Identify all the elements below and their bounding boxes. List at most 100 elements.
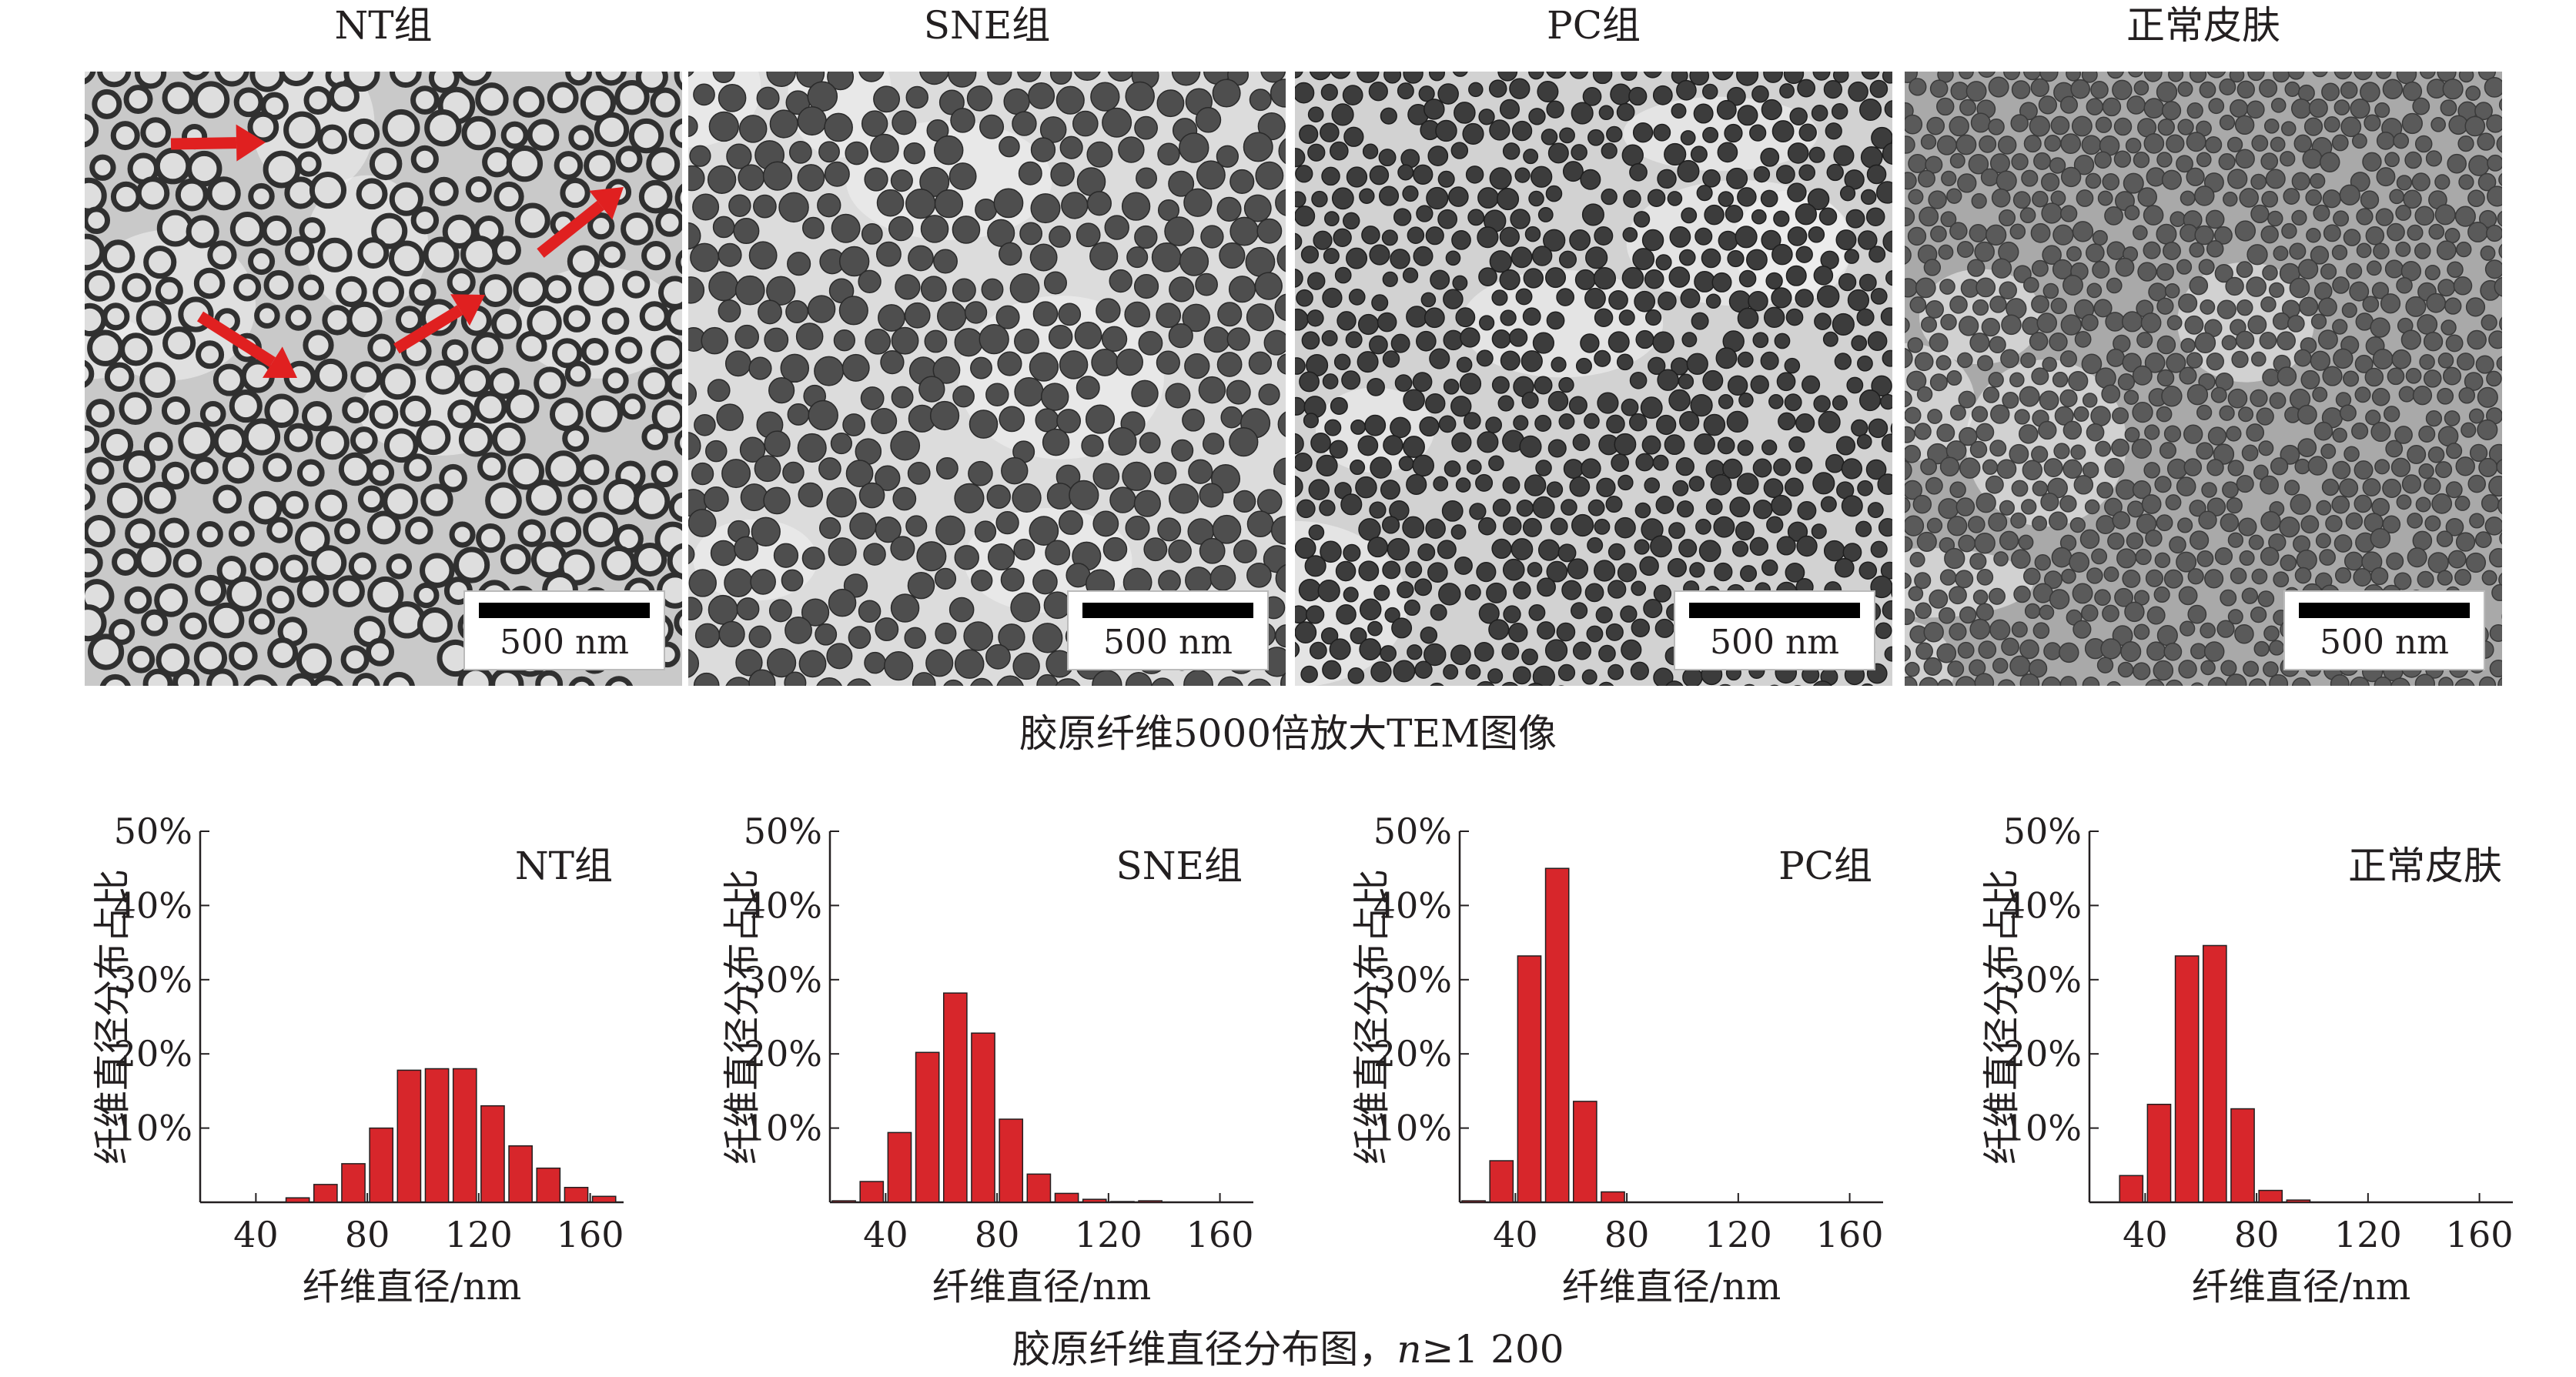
- collagen-fibril: [824, 161, 850, 187]
- collagen-fibril: [125, 518, 156, 549]
- collagen-fibril: [1040, 383, 1069, 411]
- collagen-fibril: [1182, 303, 1211, 333]
- collagen-fibril: [2166, 679, 2183, 686]
- collagen-fibril: [2260, 152, 2279, 170]
- collagen-fibril: [1572, 433, 1591, 452]
- collagen-fibril: [1645, 309, 1662, 326]
- collagen-fibril: [1309, 641, 1327, 660]
- collagen-fibril: [935, 515, 965, 546]
- collagen-fibril: [1587, 536, 1604, 553]
- collagen-fibril: [2333, 210, 2350, 227]
- collagen-fibril: [878, 304, 905, 332]
- collagen-fibril: [2029, 115, 2051, 137]
- tem-texture-pc: [1295, 72, 1892, 686]
- collagen-fibril: [1908, 586, 1924, 602]
- collagen-fibril: [135, 300, 172, 336]
- collagen-fibril: [1880, 307, 1892, 326]
- collagen-fibril: [1444, 460, 1461, 477]
- collagen-fibril: [1816, 285, 1840, 308]
- collagen-fibril: [2302, 149, 2323, 169]
- collagen-fibril: [1907, 226, 1927, 246]
- collagen-fibril: [1958, 390, 1976, 409]
- collagen-fibril: [1586, 625, 1604, 643]
- collagen-fibril: [1908, 153, 1928, 173]
- collagen-fibril: [2481, 314, 2497, 331]
- collagen-fibril: [954, 483, 985, 513]
- collagen-fibril: [1569, 72, 1588, 79]
- collagen-fibril: [1657, 169, 1677, 189]
- collagen-fibril: [1858, 230, 1878, 250]
- collagen-fibril: [688, 382, 698, 406]
- collagen-fibril: [1779, 83, 1795, 99]
- collagen-fibril: [1337, 311, 1357, 331]
- collagen-fibril: [1938, 498, 1959, 520]
- collagen-fibril: [578, 270, 614, 306]
- collagen-fibril: [1905, 480, 1922, 500]
- collagen-fibril: [2180, 338, 2196, 353]
- collagen-fibril: [1419, 416, 1440, 437]
- collagen-fibril: [249, 552, 279, 581]
- collagen-fibril: [1705, 498, 1723, 516]
- collagen-fibril: [688, 115, 698, 137]
- collagen-fibril: [2113, 117, 2133, 136]
- collagen-fibril: [2330, 673, 2350, 686]
- collagen-fibril: [2260, 546, 2280, 567]
- collagen-fibril: [85, 359, 95, 388]
- collagen-fibril: [1371, 294, 1389, 312]
- collagen-fibril: [2230, 567, 2247, 584]
- collagen-fibril: [2346, 262, 2363, 279]
- collagen-fibril: [1935, 355, 1952, 371]
- collagen-fibril: [2137, 187, 2157, 207]
- collagen-fibril: [1546, 311, 1565, 330]
- collagen-fibril: [1860, 146, 1883, 169]
- collagen-fibril: [1485, 416, 1502, 433]
- collagen-fibril: [1797, 500, 1817, 520]
- collagen-fibril: [858, 72, 885, 82]
- collagen-fibril: [1884, 100, 1892, 119]
- collagen-fibril: [417, 607, 453, 643]
- collagen-fibril: [2043, 458, 2063, 478]
- collagen-fibril: [2165, 494, 2182, 511]
- collagen-fibril: [948, 597, 975, 623]
- collagen-fibril: [2308, 99, 2328, 118]
- collagen-fibril: [2390, 677, 2410, 686]
- collagen-fibril: [2343, 229, 2361, 246]
- collagen-fibril: [1168, 323, 1193, 349]
- collagen-fibril: [2407, 445, 2427, 465]
- collagen-fibril: [766, 647, 797, 678]
- collagen-fibril: [1116, 348, 1143, 376]
- collagen-fibril: [1243, 194, 1272, 222]
- collagen-fibril: [674, 609, 682, 637]
- collagen-fibril: [1785, 563, 1805, 583]
- collagen-fibril: [633, 483, 671, 520]
- collagen-fibril: [1324, 211, 1340, 227]
- collagen-fibril: [756, 86, 780, 110]
- collagen-fibril: [212, 423, 248, 459]
- collagen-fibril: [2034, 553, 2051, 571]
- collagen-fibril: [724, 350, 751, 377]
- collagen-fibril: [1460, 327, 1480, 348]
- collagen-fibril: [2081, 313, 2099, 332]
- red-arrow-shaft: [196, 311, 276, 367]
- collagen-fibril: [85, 547, 103, 578]
- collagen-fibril: [1030, 193, 1061, 224]
- collagen-fibril: [674, 72, 682, 91]
- collagen-fibril: [2435, 461, 2453, 479]
- collagen-fibril: [787, 403, 810, 426]
- collagen-fibril: [2447, 550, 2467, 569]
- collagen-fibril: [1939, 569, 1957, 586]
- collagen-fibril: [513, 85, 545, 118]
- collagen-fibril: [1753, 165, 1771, 183]
- collagen-fibril: [1368, 82, 1388, 102]
- collagen-fibril: [2370, 317, 2390, 338]
- collagen-fibril: [1949, 115, 1969, 137]
- collagen-fibril: [2200, 622, 2216, 639]
- collagen-fibril: [1955, 134, 1977, 155]
- collagen-fibril: [2143, 241, 2161, 259]
- collagen-fibril: [1182, 408, 1205, 432]
- collagen-fibril: [1950, 82, 1969, 101]
- collagen-fibril: [751, 516, 781, 546]
- collagen-fibril: [999, 135, 1020, 158]
- collagen-fibril: [2214, 264, 2233, 283]
- collagen-fibril: [816, 677, 842, 686]
